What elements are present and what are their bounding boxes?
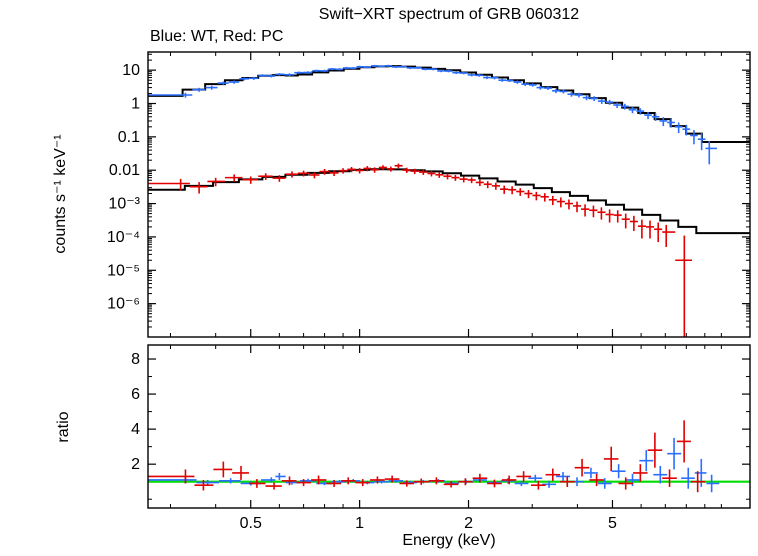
svg-text:5: 5 bbox=[608, 515, 617, 532]
chart-title: Swift−XRT spectrum of GRB 060312 bbox=[318, 6, 580, 23]
chart-subtitle: Blue: WT, Red: PC bbox=[150, 28, 284, 45]
svg-text:10⁻⁴: 10⁻⁴ bbox=[107, 229, 140, 246]
svg-text:10: 10 bbox=[122, 62, 140, 79]
svg-text:0.5: 0.5 bbox=[240, 515, 262, 532]
svg-text:1: 1 bbox=[355, 515, 364, 532]
svg-text:0.01: 0.01 bbox=[109, 162, 140, 179]
svg-text:2: 2 bbox=[464, 515, 473, 532]
svg-text:10⁻⁶: 10⁻⁶ bbox=[107, 296, 140, 313]
svg-text:1: 1 bbox=[131, 96, 140, 113]
svg-text:4: 4 bbox=[131, 421, 140, 438]
svg-text:0.1: 0.1 bbox=[118, 129, 140, 146]
svg-text:10⁻³: 10⁻³ bbox=[108, 196, 140, 213]
svg-text:2: 2 bbox=[131, 456, 140, 473]
x-axis-label-energy: Energy (keV) bbox=[402, 532, 496, 549]
svg-text:6: 6 bbox=[131, 386, 140, 403]
svg-text:10⁻⁵: 10⁻⁵ bbox=[107, 262, 140, 279]
svg-text:8: 8 bbox=[131, 351, 140, 368]
